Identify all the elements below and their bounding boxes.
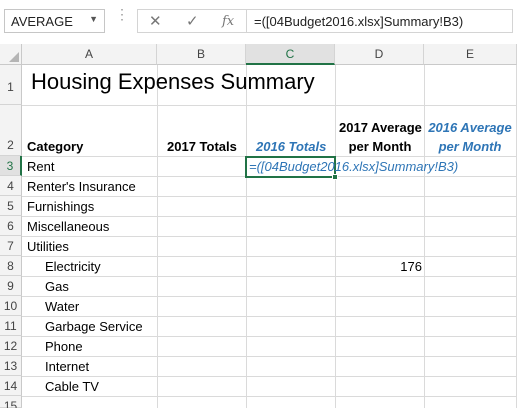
cancel-icon[interactable]: ✕ xyxy=(149,13,162,30)
gridline xyxy=(22,336,517,337)
row-header-13[interactable]: 13 xyxy=(0,356,22,376)
cell-a3[interactable]: Rent xyxy=(27,159,55,174)
column-header-d[interactable]: D xyxy=(335,44,424,65)
gridline xyxy=(22,105,517,106)
cell-e2-line2[interactable]: per Month xyxy=(438,139,502,154)
row-header-10[interactable]: 10 xyxy=(0,296,22,316)
row-header-7[interactable]: 7 xyxy=(0,236,22,256)
name-box[interactable]: AVERAGE ▼ xyxy=(4,9,105,33)
gridline xyxy=(22,196,517,197)
cell-a4[interactable]: Renter's Insurance xyxy=(27,179,136,194)
gridline xyxy=(22,296,517,297)
cell-a11[interactable]: Garbage Service xyxy=(45,319,143,334)
enter-icon[interactable]: ✓ xyxy=(186,13,199,30)
formula-input[interactable]: =([04Budget2016.xlsx]Summary!B3) xyxy=(247,9,513,33)
row-header-2[interactable]: 2 xyxy=(0,105,22,156)
row-header-8[interactable]: 8 xyxy=(0,256,22,276)
cell-d8[interactable]: 176 xyxy=(400,259,422,274)
cell-a14[interactable]: Cable TV xyxy=(45,379,99,394)
cell-c2[interactable]: 2016 Totals xyxy=(256,139,327,154)
row-header-12[interactable]: 12 xyxy=(0,336,22,356)
cell-b2[interactable]: 2017 Totals xyxy=(167,139,237,154)
cell-a1-title[interactable]: Housing Expenses Summary xyxy=(31,69,315,94)
cell-a8[interactable]: Electricity xyxy=(45,259,101,274)
formula-bar: AVERAGE ▼ ⋮ ✕ ✓ fx =([04Budget2016.xlsx]… xyxy=(0,0,517,44)
select-all-button[interactable] xyxy=(0,44,22,65)
cell-a6[interactable]: Miscellaneous xyxy=(27,219,110,234)
row-header-15[interactable]: 15 xyxy=(0,396,22,408)
cell-c3-editing-text[interactable]: =([04Budget2016.xlsx]Summary!B3) xyxy=(249,159,459,174)
drag-handle-icon[interactable]: ⋮ xyxy=(115,6,129,22)
cell-a5[interactable]: Furnishings xyxy=(27,199,95,214)
cell-a13[interactable]: Internet xyxy=(45,359,90,374)
cell-d2-line1[interactable]: 2017 Average xyxy=(339,120,422,135)
row-header-1[interactable]: 1 xyxy=(0,65,22,105)
row-header-6[interactable]: 6 xyxy=(0,216,22,236)
gridline xyxy=(22,376,517,377)
row-header-9[interactable]: 9 xyxy=(0,276,22,296)
column-header-a[interactable]: A xyxy=(22,44,157,65)
column-header-c[interactable]: C xyxy=(246,44,335,65)
row-header-14[interactable]: 14 xyxy=(0,376,22,396)
cell-d2-line2[interactable]: per Month xyxy=(348,139,412,154)
chevron-down-icon[interactable]: ▼ xyxy=(89,14,98,24)
gridline xyxy=(22,396,517,397)
cell-a12[interactable]: Phone xyxy=(45,339,83,354)
insert-function-icon[interactable]: fx xyxy=(222,14,235,29)
row-header-11[interactable]: 11 xyxy=(0,316,22,336)
column-header-b[interactable]: B xyxy=(157,44,246,65)
cell-a7[interactable]: Utilities xyxy=(27,239,69,254)
gridline xyxy=(22,276,517,277)
name-box-value[interactable]: AVERAGE xyxy=(11,14,73,29)
gridline xyxy=(22,256,517,257)
gridline xyxy=(22,216,517,217)
cell-a9[interactable]: Gas xyxy=(45,279,69,294)
row-header-5[interactable]: 5 xyxy=(0,196,22,216)
gridline xyxy=(22,356,517,357)
fill-handle[interactable] xyxy=(332,174,338,180)
formula-controls: ✕ ✓ fx xyxy=(137,9,247,33)
active-cell-c3[interactable] xyxy=(245,156,338,180)
cell-e2-line1[interactable]: 2016 Average xyxy=(428,120,512,135)
cell-a10[interactable]: Water xyxy=(45,299,80,314)
row-header-4[interactable]: 4 xyxy=(0,176,22,196)
cell-a2[interactable]: Category xyxy=(27,139,84,154)
row-header-3[interactable]: 3 xyxy=(0,156,22,176)
formula-text[interactable]: =([04Budget2016.xlsx]Summary!B3) xyxy=(254,14,464,29)
gridline xyxy=(22,236,517,237)
column-header-e[interactable]: E xyxy=(424,44,517,65)
gridline xyxy=(22,316,517,317)
